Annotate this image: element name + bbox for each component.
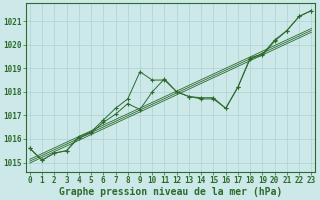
- X-axis label: Graphe pression niveau de la mer (hPa): Graphe pression niveau de la mer (hPa): [59, 186, 282, 197]
